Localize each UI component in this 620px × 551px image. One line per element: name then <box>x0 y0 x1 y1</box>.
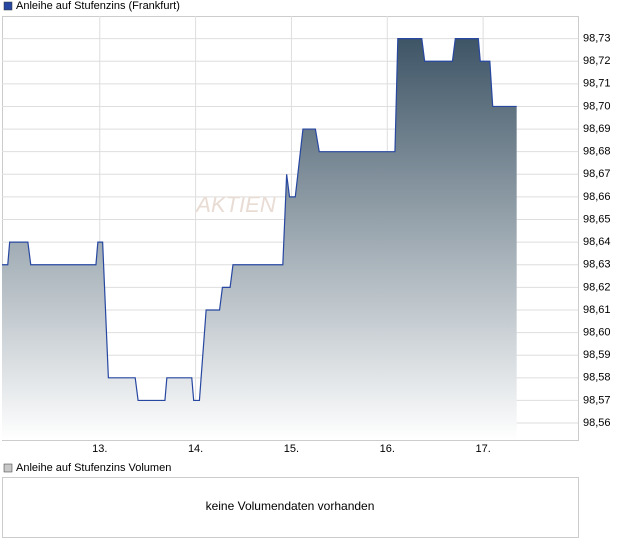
price-area <box>2 38 517 440</box>
y-tick-label: 98,68 <box>583 146 611 158</box>
y-tick-label: 98,70 <box>583 100 611 112</box>
x-tick-label: 14. <box>188 443 203 455</box>
y-tick-label: 98,62 <box>583 281 611 293</box>
x-tick-label: 16. <box>380 443 395 455</box>
y-tick-label: 98,58 <box>583 372 611 384</box>
volume-frame <box>2 477 579 538</box>
y-tick-label: 98,61 <box>583 304 611 316</box>
y-tick-label: 98,63 <box>583 259 611 271</box>
y-tick-label: 98,66 <box>583 191 611 203</box>
y-tick-label: 98,59 <box>583 349 611 361</box>
y-tick-label: 98,60 <box>583 326 611 338</box>
y-tick-label: 98,57 <box>583 394 611 406</box>
volume-message: keine Volumendaten vorhanden <box>206 499 375 513</box>
y-tick-label: 98,69 <box>583 123 611 135</box>
plot-frame <box>2 16 579 441</box>
y-tick-label: 98,56 <box>583 417 611 429</box>
y-tick-label: 98,64 <box>583 236 611 248</box>
legend-swatch <box>3 1 13 11</box>
x-tick-label: 13. <box>92 443 107 455</box>
y-tick-label: 98,65 <box>583 213 611 225</box>
y-tick-label: 98,73 <box>583 33 611 45</box>
price-line <box>2 38 517 402</box>
legend-label: Anleihe auf Stufenzins Volumen <box>16 462 171 474</box>
y-tick-label: 98,71 <box>583 78 611 90</box>
legend-swatch <box>3 463 13 473</box>
y-tick-label: 98,67 <box>583 168 611 180</box>
legend-label: Anleihe auf Stufenzins (Frankfurt) <box>16 0 180 12</box>
watermark: AKTIEN <box>194 192 276 217</box>
x-tick-label: 17. <box>475 443 490 455</box>
x-tick-label: 15. <box>284 443 299 455</box>
y-tick-label: 98,72 <box>583 55 611 67</box>
